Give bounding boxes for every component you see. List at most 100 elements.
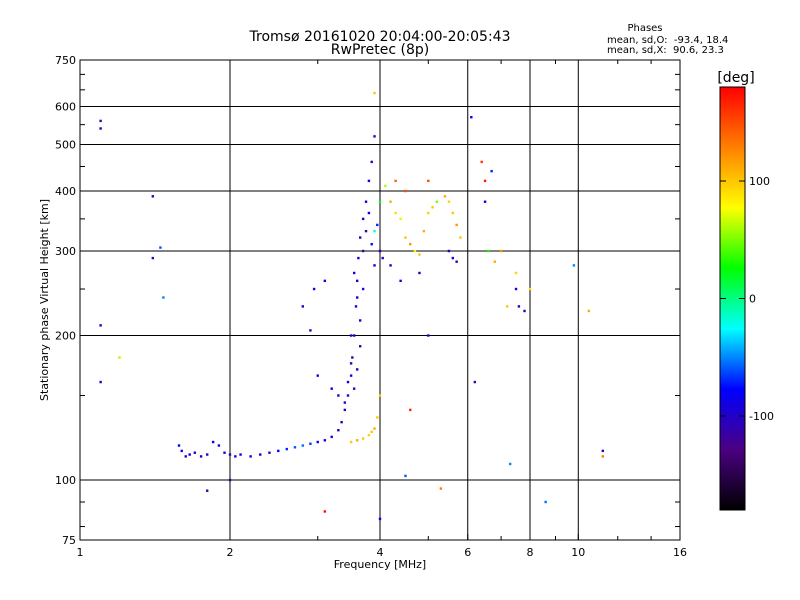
data-point-x: [514, 271, 518, 275]
phase-stats-o: mean, sd,O: -93.4, 18.4: [607, 35, 728, 46]
data-point-o: [404, 474, 407, 478]
data-point-o: [99, 127, 102, 130]
data-point-o: [470, 116, 473, 119]
data-point-o: [376, 223, 379, 227]
y-axis-label: Stationary phase Virtual Height [km]: [38, 199, 51, 401]
data-point-x: [378, 394, 382, 397]
data-point-o: [572, 264, 576, 267]
data-point-x: [455, 223, 458, 227]
y-tick-label: 300: [55, 245, 76, 258]
data-point-o: [211, 440, 215, 444]
data-point-o: [259, 453, 262, 456]
data-point-o: [162, 296, 165, 299]
data-points: [99, 91, 605, 521]
data-point-o: [337, 394, 340, 397]
data-point-x: [493, 260, 497, 263]
data-point-x: [431, 206, 434, 209]
data-point-x: [427, 179, 430, 183]
data-point-o: [352, 387, 356, 390]
data-point-o: [316, 440, 319, 444]
data-point-o: [418, 271, 421, 275]
data-point-o: [361, 287, 365, 291]
data-point-o: [330, 387, 333, 390]
data-point-o: [355, 368, 359, 371]
data-point-o: [367, 179, 371, 183]
data-point-o: [351, 356, 354, 359]
colorbar-tick-label: 100: [749, 175, 770, 188]
data-point-o: [373, 135, 376, 138]
data-point-x: [422, 229, 426, 233]
data-point-o: [343, 408, 347, 412]
data-point-x: [413, 249, 417, 253]
x-tick-label: 4: [377, 546, 384, 559]
data-point-o: [151, 256, 155, 260]
data-point-x: [373, 229, 376, 233]
chart-subtitle: RwPretec (8p): [331, 42, 429, 58]
data-point-o: [99, 324, 102, 327]
y-tick-label: 75: [62, 534, 76, 547]
data-point-o: [99, 380, 102, 384]
data-point-o: [483, 200, 487, 203]
data-point-x: [528, 287, 532, 291]
x-tick-label: 8: [527, 546, 534, 559]
y-tick-label: 200: [55, 330, 76, 343]
data-point-x: [439, 487, 443, 490]
data-point-o: [205, 453, 209, 456]
data-point-x: [587, 309, 591, 313]
data-point-o: [277, 449, 280, 453]
data-point-x: [367, 433, 371, 437]
data-point-o: [358, 345, 362, 348]
data-point-o: [427, 334, 430, 337]
data-point-o: [349, 362, 353, 365]
data-point-x: [370, 430, 373, 434]
data-point-o: [184, 455, 187, 458]
x-tick-label: 6: [464, 546, 471, 559]
data-point-o: [349, 334, 353, 337]
x-axis: 1 2 4 6 8 10 16: [77, 60, 687, 559]
data-point-x: [378, 200, 382, 203]
phase-stats-title: Phases: [627, 23, 662, 34]
data-point-x: [355, 439, 359, 442]
data-point-o: [370, 242, 373, 246]
data-point-o: [455, 260, 458, 263]
data-point-x: [418, 253, 421, 256]
data-point-o: [293, 446, 297, 449]
data-point-x: [373, 427, 376, 430]
colorbar-ticks: 100 0 -100: [720, 175, 774, 423]
data-point-x: [373, 91, 376, 95]
data-point-o: [508, 462, 512, 466]
data-point-o: [234, 455, 237, 458]
phase-stats-x: mean, sd,X: 90.6, 23.3: [607, 45, 724, 56]
data-point-x: [399, 217, 402, 221]
data-point-o: [355, 296, 359, 299]
data-point-o: [358, 236, 362, 239]
data-point-o: [239, 453, 242, 456]
data-point-o: [309, 442, 312, 445]
data-point-o: [330, 435, 333, 439]
data-point-o: [378, 249, 382, 253]
data-point-o: [399, 279, 402, 283]
data-point-o: [378, 517, 382, 521]
y-tick-label: 500: [55, 139, 76, 152]
data-point-x: [323, 510, 327, 513]
data-point-x: [118, 356, 121, 359]
x-tick-label: 2: [227, 546, 234, 559]
data-point-o: [544, 500, 547, 504]
data-point-o: [337, 429, 340, 432]
data-point-o: [228, 478, 232, 482]
data-point-x: [443, 195, 447, 198]
data-point-x: [361, 437, 365, 440]
data-point-o: [370, 160, 373, 164]
data-point-o: [355, 279, 359, 283]
data-point-x: [349, 440, 353, 444]
data-point-o: [99, 119, 102, 123]
data-point-x: [394, 179, 397, 183]
data-point-o: [249, 455, 252, 458]
data-point-x: [435, 200, 438, 203]
data-point-x: [404, 189, 407, 193]
data-point-o: [389, 264, 392, 267]
data-point-o: [381, 256, 384, 260]
x-tick-label: 1: [77, 546, 84, 559]
colorbar-label: [deg]: [717, 70, 754, 86]
